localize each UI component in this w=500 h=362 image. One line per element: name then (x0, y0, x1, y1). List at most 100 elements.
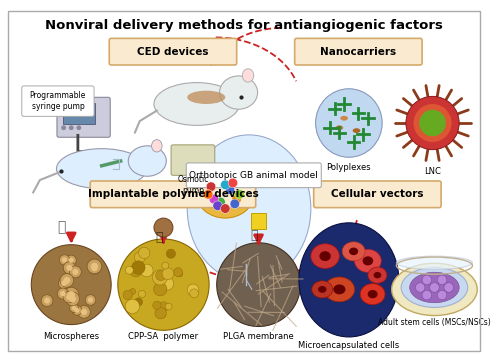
Circle shape (58, 288, 68, 299)
Circle shape (69, 258, 74, 263)
Circle shape (430, 283, 439, 292)
Circle shape (85, 295, 96, 305)
Circle shape (78, 306, 90, 318)
Circle shape (68, 291, 75, 299)
Circle shape (61, 281, 66, 286)
Circle shape (130, 265, 142, 277)
Circle shape (66, 294, 72, 300)
Circle shape (69, 295, 76, 302)
Circle shape (190, 289, 198, 298)
FancyBboxPatch shape (294, 38, 422, 65)
Circle shape (125, 299, 140, 313)
Circle shape (72, 269, 78, 275)
Circle shape (154, 282, 167, 296)
Circle shape (232, 194, 241, 204)
Ellipse shape (311, 244, 340, 269)
Circle shape (228, 178, 237, 188)
Circle shape (130, 289, 136, 295)
Circle shape (140, 264, 153, 277)
Circle shape (70, 266, 82, 278)
Circle shape (44, 298, 50, 304)
Ellipse shape (242, 69, 254, 82)
Text: LNC: LNC (424, 167, 441, 176)
Ellipse shape (349, 248, 358, 255)
Text: ✋: ✋ (250, 229, 258, 242)
Ellipse shape (324, 277, 354, 302)
Ellipse shape (410, 272, 459, 303)
Ellipse shape (368, 290, 378, 298)
Ellipse shape (187, 135, 311, 282)
FancyBboxPatch shape (110, 38, 236, 65)
Circle shape (126, 266, 133, 274)
Text: Cellular vectors: Cellular vectors (331, 189, 424, 199)
Circle shape (204, 190, 213, 199)
Circle shape (132, 261, 145, 274)
Text: Polyplexes: Polyplexes (326, 163, 371, 172)
Ellipse shape (299, 223, 399, 337)
Circle shape (209, 194, 218, 204)
Ellipse shape (318, 286, 326, 293)
Circle shape (66, 255, 76, 265)
Circle shape (220, 180, 230, 190)
Circle shape (158, 311, 166, 318)
Circle shape (406, 96, 459, 150)
Text: Nonviral delivery methods for antiangiogenic factors: Nonviral delivery methods for antiangiog… (46, 19, 443, 32)
Ellipse shape (128, 146, 166, 176)
FancyBboxPatch shape (22, 86, 94, 116)
Circle shape (154, 218, 173, 237)
Circle shape (61, 125, 66, 130)
Circle shape (414, 104, 452, 142)
Circle shape (216, 197, 226, 207)
Circle shape (72, 306, 76, 310)
Circle shape (88, 262, 101, 274)
Ellipse shape (56, 149, 147, 189)
Ellipse shape (154, 83, 240, 125)
Circle shape (70, 304, 78, 312)
Circle shape (87, 259, 102, 274)
Ellipse shape (340, 116, 348, 121)
Ellipse shape (401, 268, 468, 307)
Circle shape (160, 277, 173, 290)
Circle shape (63, 291, 74, 303)
Circle shape (88, 297, 93, 303)
Circle shape (92, 265, 98, 271)
Circle shape (422, 290, 432, 300)
FancyBboxPatch shape (171, 145, 215, 175)
Text: Nanocarriers: Nanocarriers (320, 47, 396, 57)
Circle shape (235, 190, 244, 199)
Ellipse shape (360, 284, 385, 304)
Circle shape (58, 278, 70, 289)
Circle shape (216, 243, 300, 327)
Circle shape (62, 257, 67, 262)
Ellipse shape (396, 256, 472, 269)
Ellipse shape (187, 90, 226, 104)
Circle shape (138, 247, 150, 258)
Ellipse shape (342, 242, 365, 261)
Circle shape (74, 308, 80, 313)
FancyBboxPatch shape (314, 181, 441, 208)
Text: Microspheres: Microspheres (43, 332, 100, 341)
Text: Adult stem cells (MSCs/NSCs): Adult stem cells (MSCs/NSCs) (378, 318, 491, 327)
Circle shape (226, 185, 235, 194)
Circle shape (206, 182, 216, 191)
Circle shape (162, 262, 169, 269)
Circle shape (66, 265, 72, 271)
Text: Implantable polymer devices: Implantable polymer devices (88, 189, 258, 199)
FancyBboxPatch shape (62, 103, 95, 124)
Circle shape (438, 275, 447, 285)
Ellipse shape (362, 256, 373, 265)
Circle shape (444, 283, 454, 292)
FancyBboxPatch shape (90, 181, 256, 208)
Circle shape (166, 303, 172, 310)
Circle shape (155, 307, 166, 319)
Circle shape (438, 290, 447, 300)
Circle shape (153, 301, 161, 310)
Text: ✋: ✋ (58, 220, 66, 235)
Ellipse shape (336, 125, 343, 130)
Circle shape (220, 204, 230, 213)
Circle shape (64, 262, 76, 274)
Ellipse shape (354, 249, 381, 272)
Circle shape (60, 274, 74, 287)
Circle shape (69, 125, 73, 130)
Text: PLGA membrane: PLGA membrane (223, 332, 294, 341)
